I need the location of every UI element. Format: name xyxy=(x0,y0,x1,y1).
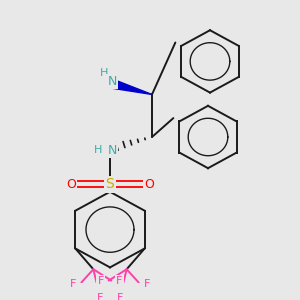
Text: S: S xyxy=(106,177,114,191)
Text: N: N xyxy=(107,144,117,157)
Text: O: O xyxy=(144,178,154,191)
Text: N: N xyxy=(107,75,117,88)
Text: F: F xyxy=(143,279,150,290)
Text: F: F xyxy=(116,292,123,300)
Text: H: H xyxy=(100,68,108,78)
Text: F: F xyxy=(116,276,122,286)
Polygon shape xyxy=(109,79,152,94)
Text: F: F xyxy=(98,276,104,286)
Text: O: O xyxy=(66,178,76,191)
Text: H: H xyxy=(94,145,102,155)
Text: F: F xyxy=(70,279,76,290)
Text: F: F xyxy=(97,292,103,300)
